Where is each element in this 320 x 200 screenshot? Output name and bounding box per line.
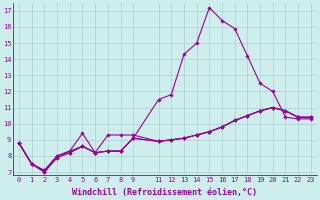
X-axis label: Windchill (Refroidissement éolien,°C): Windchill (Refroidissement éolien,°C) — [72, 188, 258, 197]
